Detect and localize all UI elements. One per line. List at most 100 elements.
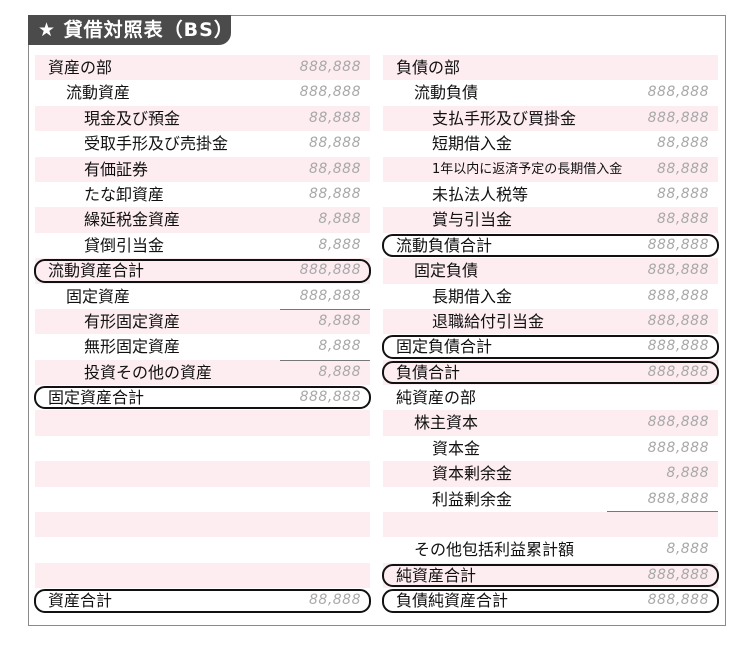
line-item-row: 受取手形及び売掛金 88,888 bbox=[35, 131, 370, 156]
total-row: 負債純資産合計 888,888 bbox=[382, 588, 719, 613]
item-value: 888,888 bbox=[647, 236, 709, 253]
item-value: 888,888 bbox=[647, 414, 709, 431]
empty-row bbox=[35, 487, 370, 512]
item-label: 現金及び預金 bbox=[84, 108, 181, 128]
item-label: 固定資産合計 bbox=[48, 388, 145, 408]
line-item-row: 投資その他の資産 8,888 bbox=[35, 359, 370, 386]
item-label: 流動負債 bbox=[414, 83, 479, 103]
total-row: 資産合計 88,888 bbox=[34, 588, 371, 613]
page-title: ★ 貸借対照表（BS） bbox=[28, 15, 233, 45]
empty-row bbox=[35, 436, 370, 461]
line-item-row: 負債の部 bbox=[383, 55, 718, 81]
item-value: 888,888 bbox=[647, 566, 709, 583]
item-value: 888,888 bbox=[647, 84, 709, 101]
total-row: 固定負債合計 888,888 bbox=[382, 334, 719, 360]
item-value: 888,888 bbox=[299, 84, 361, 101]
item-value: 888,888 bbox=[647, 338, 709, 355]
item-label: 未払法人税等 bbox=[432, 184, 529, 204]
line-item-row: 純資産の部 bbox=[383, 385, 718, 410]
item-value: 88,888 bbox=[309, 592, 361, 609]
item-value: 8,888 bbox=[666, 465, 709, 482]
item-value: 88,888 bbox=[309, 135, 361, 152]
line-item-row: 固定負債 888,888 bbox=[383, 258, 718, 284]
total-row: 純資産合計 888,888 bbox=[382, 562, 719, 589]
item-label: 有価証券 bbox=[84, 159, 149, 179]
item-value: 8,888 bbox=[666, 541, 709, 558]
line-item-row: たな卸資産 88,888 bbox=[35, 182, 370, 207]
line-item-row: 資産の部 888,888 bbox=[35, 55, 370, 81]
item-label: 流動資産合計 bbox=[48, 261, 145, 281]
item-label: 資本金 bbox=[432, 438, 481, 458]
line-item-row: 繰延税金資産 8,888 bbox=[35, 207, 370, 233]
item-value: 888,888 bbox=[647, 287, 709, 304]
line-item-row: 流動負債 888,888 bbox=[383, 80, 718, 105]
item-value: 88,888 bbox=[309, 185, 361, 202]
item-label: 資産の部 bbox=[48, 58, 113, 77]
balance-sheet-frame bbox=[28, 15, 726, 626]
line-item-row: 無形固定資産 8,888 bbox=[35, 334, 370, 359]
item-value: 888,888 bbox=[299, 287, 361, 304]
item-value: 88,888 bbox=[309, 109, 361, 126]
empty-row bbox=[35, 512, 370, 538]
empty-row bbox=[383, 512, 718, 538]
item-label: 有形固定資産 bbox=[84, 311, 181, 331]
item-value: 888,888 bbox=[647, 490, 709, 507]
item-label: 流動負債合計 bbox=[396, 235, 493, 255]
item-label: 長期借入金 bbox=[432, 286, 513, 306]
total-row: 固定資産合計 888,888 bbox=[34, 385, 371, 410]
line-item-row: 支払手形及び買掛金 888,888 bbox=[383, 105, 718, 132]
line-item-row: 短期借入金 88,888 bbox=[383, 131, 718, 156]
item-value: 8,888 bbox=[318, 211, 361, 228]
item-label: たな卸資産 bbox=[84, 184, 165, 204]
liabilities-column: 負債の部 流動負債 888,888 支払手形及び買掛金 888,888 短期借入金 88,8… bbox=[382, 55, 719, 614]
item-value: 888,888 bbox=[299, 389, 361, 406]
item-value: 88,888 bbox=[657, 135, 709, 152]
total-row: 負債合計 888,888 bbox=[382, 359, 719, 386]
line-item-row: 有形固定資産 8,888 bbox=[35, 308, 370, 335]
line-item-row: 退職給付引当金 888,888 bbox=[383, 308, 718, 335]
item-label: 資産合計 bbox=[48, 591, 113, 611]
item-label: 短期借入金 bbox=[432, 134, 513, 154]
line-item-row: その他包括利益累計額 8,888 bbox=[383, 537, 718, 562]
item-label: 固定資産 bbox=[66, 286, 131, 306]
total-row: 流動負債合計 888,888 bbox=[382, 233, 719, 258]
empty-row bbox=[35, 562, 370, 589]
item-label: 純資産の部 bbox=[396, 388, 477, 408]
item-label: 純資産合計 bbox=[396, 565, 477, 585]
item-label: 負債合計 bbox=[396, 362, 461, 382]
line-item-row: 1年以内に返済予定の長期借入金 88,888 bbox=[383, 156, 718, 182]
line-item-row: 賞与引当金 88,888 bbox=[383, 207, 718, 233]
item-label: 負債の部 bbox=[396, 58, 461, 77]
line-item-row: 長期借入金 888,888 bbox=[383, 284, 718, 309]
line-item-row: 資本金 888,888 bbox=[383, 436, 718, 461]
item-value: 88,888 bbox=[657, 211, 709, 228]
line-item-row: 資本剰余金 8,888 bbox=[383, 461, 718, 487]
item-value: 888,888 bbox=[647, 312, 709, 329]
item-value: 8,888 bbox=[318, 338, 361, 355]
item-value: 8,888 bbox=[318, 363, 361, 380]
line-item-row: 有価証券 88,888 bbox=[35, 156, 370, 182]
line-item-row: 利益剰余金 888,888 bbox=[383, 487, 718, 513]
item-label: 流動資産 bbox=[66, 83, 131, 103]
item-value: 8,888 bbox=[318, 236, 361, 253]
item-label: 退職給付引当金 bbox=[432, 311, 545, 331]
empty-row bbox=[35, 537, 370, 562]
item-label: 貸倒引当金 bbox=[84, 235, 165, 255]
item-label: 賞与引当金 bbox=[432, 210, 513, 230]
item-label: 固定負債合計 bbox=[396, 337, 493, 357]
line-item-row: 貸倒引当金 8,888 bbox=[35, 233, 370, 258]
item-value: 888,888 bbox=[647, 109, 709, 126]
item-value: 888,888 bbox=[299, 262, 361, 279]
line-item-row: 未払法人税等 88,888 bbox=[383, 182, 718, 207]
item-label: 受取手形及び売掛金 bbox=[84, 134, 229, 154]
item-value: 88,888 bbox=[657, 185, 709, 202]
item-value: 88,888 bbox=[657, 160, 709, 177]
item-label: 投資その他の資産 bbox=[84, 362, 213, 382]
item-value: 888,888 bbox=[647, 592, 709, 609]
item-label: 資本剰余金 bbox=[432, 464, 513, 484]
item-label: 利益剰余金 bbox=[432, 489, 513, 509]
item-label: 無形固定資産 bbox=[84, 337, 181, 357]
line-item-row: 固定資産 888,888 bbox=[35, 284, 370, 309]
line-item-row: 株主資本 888,888 bbox=[383, 410, 718, 436]
total-row: 流動資産合計 888,888 bbox=[34, 258, 371, 284]
